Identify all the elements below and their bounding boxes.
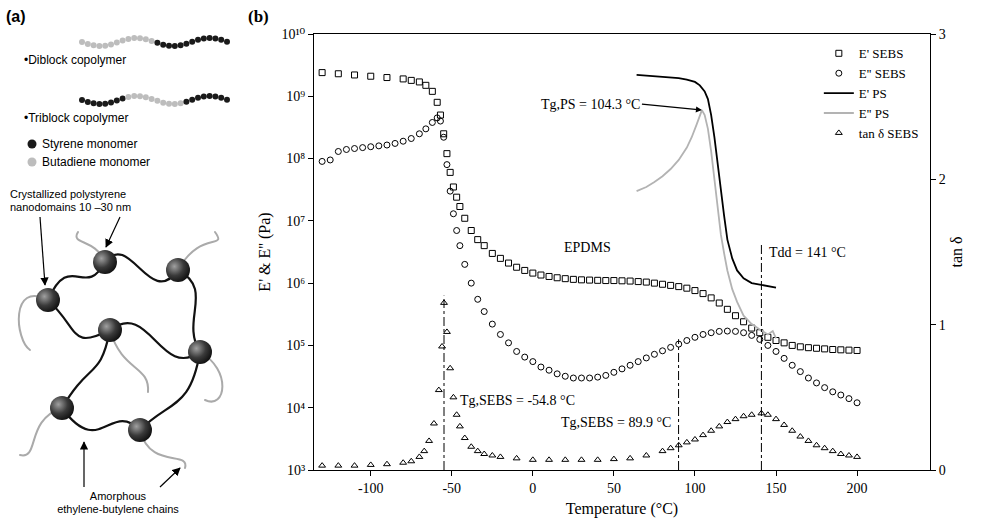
svg-text:E'' PS: E'' PS xyxy=(859,106,889,121)
svg-text:2: 2 xyxy=(939,172,946,187)
svg-text:tan δ: tan δ xyxy=(948,236,965,267)
svg-text:(b): (b) xyxy=(248,7,269,26)
svg-text:10⁷: 10⁷ xyxy=(286,214,305,229)
svg-text:Tg,SEBS = -54.8 °C: Tg,SEBS = -54.8 °C xyxy=(460,393,575,408)
svg-text:-50: -50 xyxy=(442,481,461,496)
svg-text:1: 1 xyxy=(939,318,946,333)
svg-text:-100: -100 xyxy=(358,481,384,496)
svg-text:200: 200 xyxy=(847,481,868,496)
svg-text:EPDMS: EPDMS xyxy=(564,240,611,255)
svg-text:E'' SEBS: E'' SEBS xyxy=(859,66,906,81)
svg-text:10¹⁰: 10¹⁰ xyxy=(281,27,305,42)
svg-text:nanodomains 10 –30 nm: nanodomains 10 –30 nm xyxy=(10,201,131,213)
svg-text:10⁴: 10⁴ xyxy=(286,401,305,416)
svg-text:Crystallized polystyrene: Crystallized polystyrene xyxy=(10,188,126,200)
svg-text:E' SEBS: E' SEBS xyxy=(859,46,904,61)
svg-text:E' PS: E' PS xyxy=(859,86,887,101)
svg-text:150: 150 xyxy=(766,481,787,496)
svg-text:Tdd = 141 °C: Tdd = 141 °C xyxy=(769,245,846,260)
svg-text:(a): (a) xyxy=(6,8,26,25)
svg-text:ethylene-butylene chains: ethylene-butylene chains xyxy=(57,503,179,515)
svg-text:Styrene monomer: Styrene monomer xyxy=(42,137,137,151)
svg-text:10⁶: 10⁶ xyxy=(286,276,305,291)
svg-text:tan δ SEBS: tan δ SEBS xyxy=(859,126,919,141)
svg-text:50: 50 xyxy=(607,481,621,496)
svg-text:0: 0 xyxy=(939,463,946,478)
svg-text:10⁵: 10⁵ xyxy=(286,338,305,353)
svg-text:•Triblock copolymer: •Triblock copolymer xyxy=(24,111,128,125)
svg-text:E' & E'' (Pa): E' & E'' (Pa) xyxy=(256,212,274,291)
svg-text:Butadiene monomer: Butadiene monomer xyxy=(42,155,150,169)
svg-text:3: 3 xyxy=(939,27,946,42)
svg-text:Amorphous: Amorphous xyxy=(90,490,147,502)
svg-text:100: 100 xyxy=(684,481,705,496)
svg-text:10⁹: 10⁹ xyxy=(286,89,305,104)
svg-text:Temperature (°C): Temperature (°C) xyxy=(566,500,678,518)
svg-text:10⁸: 10⁸ xyxy=(286,151,305,166)
svg-text:Tg,SEBS = 89.9 °C: Tg,SEBS = 89.9 °C xyxy=(561,415,671,430)
svg-text:0: 0 xyxy=(529,481,536,496)
svg-text:10³: 10³ xyxy=(287,463,305,478)
svg-text:•Diblock copolymer: •Diblock copolymer xyxy=(24,53,126,67)
svg-text:Tg,PS = 104.3 °C: Tg,PS = 104.3 °C xyxy=(541,97,640,112)
